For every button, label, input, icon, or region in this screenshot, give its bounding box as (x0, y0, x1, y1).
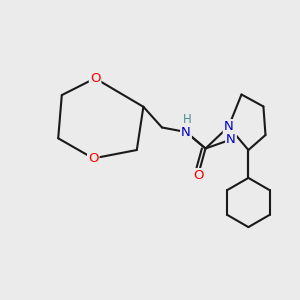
Text: O: O (90, 72, 100, 85)
Text: O: O (193, 169, 203, 182)
Text: O: O (88, 152, 98, 165)
Text: N: N (224, 120, 233, 133)
Text: H: H (183, 113, 192, 126)
Text: N: N (226, 133, 236, 146)
Text: N: N (181, 125, 191, 139)
